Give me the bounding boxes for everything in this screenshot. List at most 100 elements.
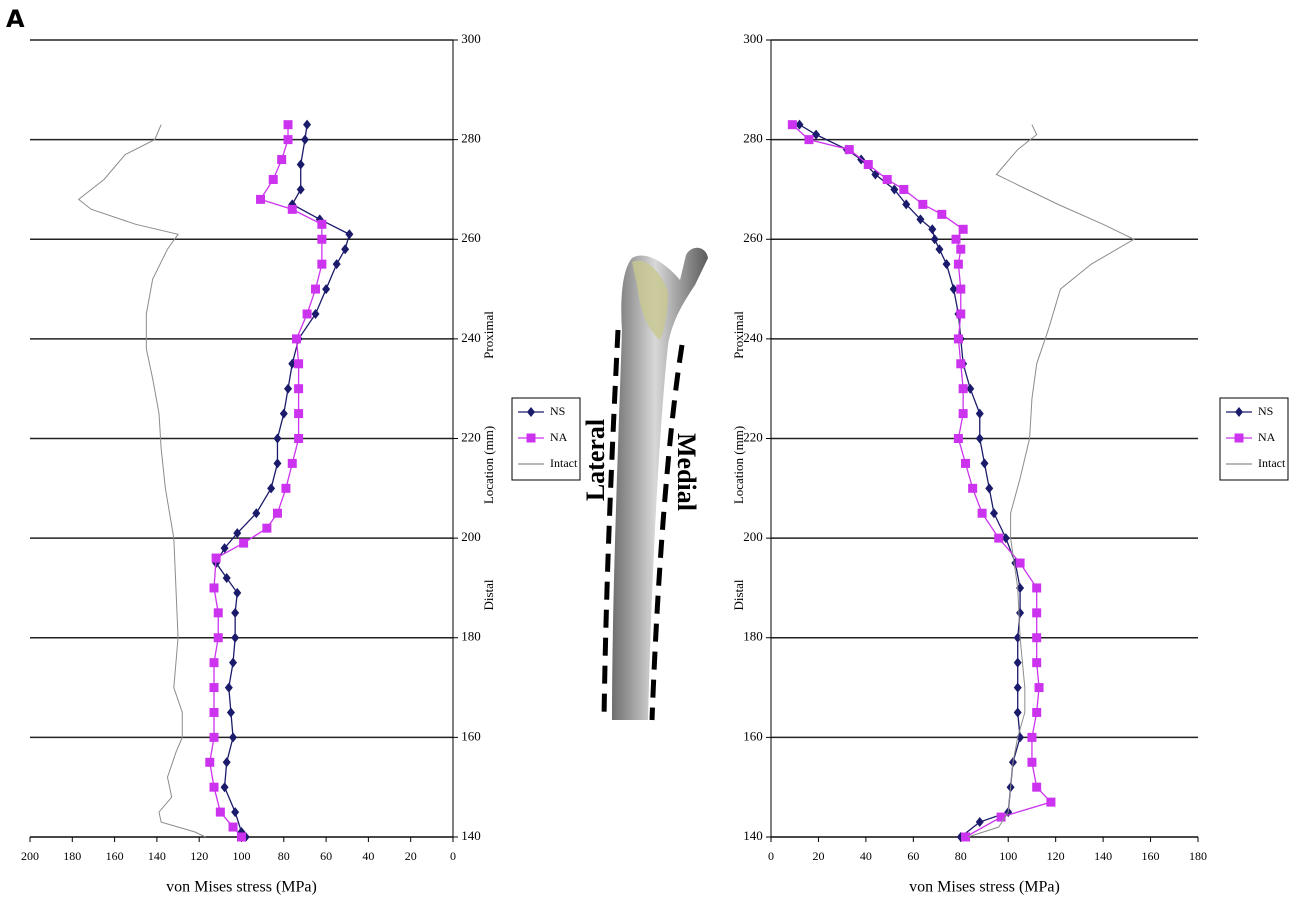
marker-diamond (231, 633, 239, 643)
marker-square (883, 175, 892, 184)
lateral-label: Lateral (581, 419, 610, 501)
marker-diamond (231, 608, 239, 618)
marker-square (1235, 434, 1244, 443)
marker-square (273, 509, 282, 518)
marker-square (294, 434, 303, 443)
marker-square (1032, 708, 1041, 717)
marker-square (292, 334, 301, 343)
x-tick-label: 0 (450, 849, 456, 863)
marker-square (954, 260, 963, 269)
marker-diamond (303, 120, 311, 130)
x-tick-label: 160 (1142, 849, 1160, 863)
y-tick-label: 180 (743, 629, 763, 644)
region-label: Proximal (481, 311, 496, 359)
marker-diamond (931, 234, 939, 244)
marker-square (303, 309, 312, 318)
x-tick-label: 60 (320, 849, 332, 863)
marker-diamond (935, 244, 943, 254)
region-label: Distal (731, 579, 746, 610)
marker-square (210, 708, 219, 717)
y-tick-label: 200 (743, 529, 763, 544)
marker-square (212, 554, 221, 563)
marker-square (864, 160, 873, 169)
marker-square (262, 524, 271, 533)
y-tick-label: 140 (461, 828, 481, 843)
y-tick-label: 220 (461, 429, 481, 444)
y-tick-label: 160 (743, 728, 763, 743)
marker-square (788, 120, 797, 129)
marker-square (214, 633, 223, 642)
marker-square (269, 175, 278, 184)
y-tick-label: 260 (743, 230, 763, 245)
marker-diamond (280, 409, 288, 419)
marker-diamond (1014, 658, 1022, 668)
marker-square (210, 683, 219, 692)
marker-square (210, 658, 219, 667)
region-label: Distal (481, 579, 496, 610)
marker-diamond (976, 434, 984, 444)
legend-label: NA (1258, 430, 1276, 444)
page: A Lateral Medial 14016018020022024026028… (0, 0, 1298, 909)
marker-square (294, 409, 303, 418)
marker-square (1046, 798, 1055, 807)
medial-label: Medial (672, 433, 701, 511)
marker-diamond (229, 732, 237, 742)
legend-label: Intact (1258, 456, 1286, 470)
marker-diamond (928, 224, 936, 234)
marker-diamond (301, 135, 309, 145)
marker-diamond (345, 229, 353, 239)
marker-diamond (221, 782, 229, 792)
series-line (79, 125, 206, 837)
marker-square (256, 195, 265, 204)
x-tick-label: 0 (768, 849, 774, 863)
marker-diamond (297, 160, 305, 170)
marker-diamond (341, 244, 349, 254)
marker-square (1032, 608, 1041, 617)
x-axis-title: von Mises stress (MPa) (909, 879, 1060, 896)
x-tick-label: 120 (1047, 849, 1065, 863)
marker-diamond (227, 707, 235, 717)
y-tick-label: 280 (461, 131, 481, 146)
marker-square (1016, 559, 1025, 568)
y-tick-label: 240 (743, 330, 763, 345)
series-line (216, 125, 349, 837)
marker-diamond (225, 683, 233, 693)
marker-diamond (322, 284, 330, 294)
marker-square (229, 823, 238, 832)
marker-square (899, 185, 908, 194)
marker-square (239, 539, 248, 548)
marker-diamond (273, 458, 281, 468)
marker-square (956, 309, 965, 318)
marker-diamond (273, 434, 281, 444)
marker-square (954, 334, 963, 343)
marker-diamond (333, 259, 341, 269)
marker-square (968, 484, 977, 493)
marker-diamond (297, 184, 305, 194)
marker-square (937, 210, 946, 219)
x-axis-title: von Mises stress (MPa) (166, 879, 317, 896)
marker-square (1027, 758, 1036, 767)
legend-label: Intact (550, 456, 578, 470)
marker-square (214, 608, 223, 617)
marker-square (959, 225, 968, 234)
y-tick-label: 240 (461, 330, 481, 345)
x-tick-label: 140 (148, 849, 166, 863)
y-axis-title: Location (mm) (481, 426, 496, 504)
series-line (799, 125, 1020, 837)
x-tick-label: 100 (233, 849, 251, 863)
marker-square (311, 285, 320, 294)
marker-square (959, 409, 968, 418)
marker-diamond (976, 409, 984, 419)
legend-label: NS (1258, 404, 1273, 418)
marker-square (978, 509, 987, 518)
marker-square (804, 135, 813, 144)
marker-square (1035, 683, 1044, 692)
marker-square (997, 813, 1006, 822)
y-tick-label: 140 (743, 828, 763, 843)
y-tick-label: 260 (461, 230, 481, 245)
x-tick-label: 80 (955, 849, 967, 863)
y-tick-label: 180 (461, 629, 481, 644)
marker-square (288, 205, 297, 214)
x-tick-label: 180 (63, 849, 81, 863)
